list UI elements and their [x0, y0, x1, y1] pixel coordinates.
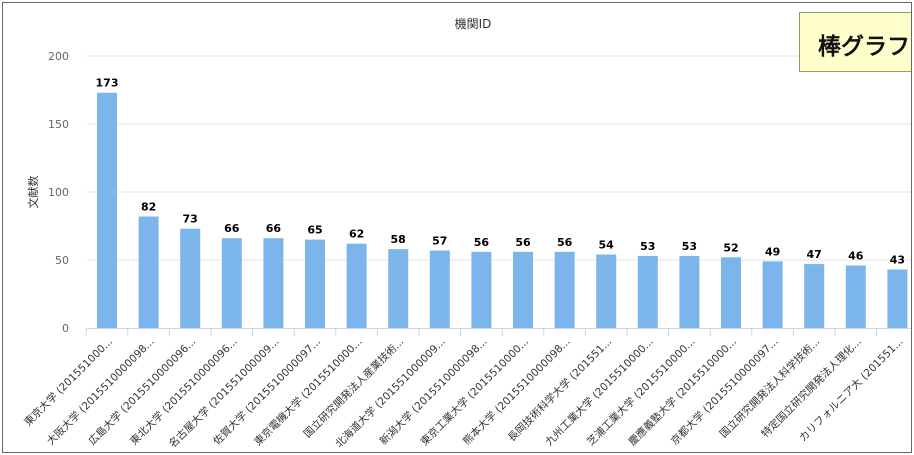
bar[interactable] — [138, 216, 159, 328]
bar[interactable] — [471, 251, 492, 328]
bar-value-label: 52 — [723, 241, 738, 254]
y-tick-label: 200 — [48, 50, 69, 63]
bar-value-label: 73 — [183, 213, 198, 226]
bar-value-label: 57 — [432, 234, 447, 247]
bar[interactable] — [346, 243, 367, 328]
bar-value-label: 49 — [765, 245, 780, 258]
bar-value-label: 56 — [557, 236, 573, 249]
bar[interactable] — [721, 257, 741, 328]
bar-value-label: 66 — [266, 222, 282, 235]
bar-chart: 173 82 73 66 66 65 62 58 57 56 56 56 54 53 53 52 49 47 46 4… — [21, 50, 911, 450]
bar-value-label: 62 — [349, 228, 364, 241]
bar[interactable] — [305, 239, 325, 328]
bar-value-label: 82 — [141, 200, 156, 213]
bar[interactable] — [887, 269, 908, 328]
bar[interactable] — [180, 228, 201, 328]
y-tick-label: 150 — [48, 118, 69, 131]
bars — [97, 92, 908, 328]
bar-value-label: 53 — [640, 240, 655, 253]
bar-value-label: 46 — [848, 249, 864, 262]
bar-value-label: 56 — [515, 236, 531, 249]
bar[interactable] — [804, 264, 825, 328]
bar-value-label: 54 — [599, 239, 615, 252]
chart-title: 機関ID — [454, 17, 492, 31]
bar[interactable] — [637, 255, 658, 328]
y-tick-label: 50 — [55, 254, 69, 267]
bar-value-label: 66 — [224, 222, 240, 235]
bar-value-label: 173 — [96, 77, 119, 90]
bar-value-label: 53 — [682, 240, 697, 253]
bar[interactable] — [762, 261, 783, 328]
value-labels: 173 82 73 66 66 65 62 58 57 56 56 56 54 53 53 52 49 47 46 4… — [96, 77, 906, 267]
bar[interactable] — [596, 254, 617, 328]
bar-value-label: 43 — [890, 254, 905, 267]
bar[interactable] — [263, 238, 284, 328]
bar[interactable] — [845, 265, 866, 328]
bar[interactable] — [97, 92, 117, 328]
bar-value-label: 56 — [474, 236, 490, 249]
bar-value-label: 65 — [307, 224, 322, 237]
bar[interactable] — [388, 249, 409, 328]
bar[interactable] — [221, 238, 242, 328]
y-tick-label: 100 — [48, 186, 69, 199]
chart-type-badge: 棒グラフ — [799, 12, 911, 72]
grid-lines — [87, 55, 911, 261]
bar-value-label: 47 — [807, 248, 822, 261]
y-axis-label: 文献数 — [26, 176, 40, 209]
y-tick-label: 0 — [62, 322, 69, 335]
bar[interactable] — [679, 255, 700, 328]
bar[interactable] — [554, 251, 575, 328]
bar[interactable] — [513, 251, 533, 328]
bar[interactable] — [429, 250, 450, 328]
bar-value-label: 58 — [391, 233, 406, 246]
